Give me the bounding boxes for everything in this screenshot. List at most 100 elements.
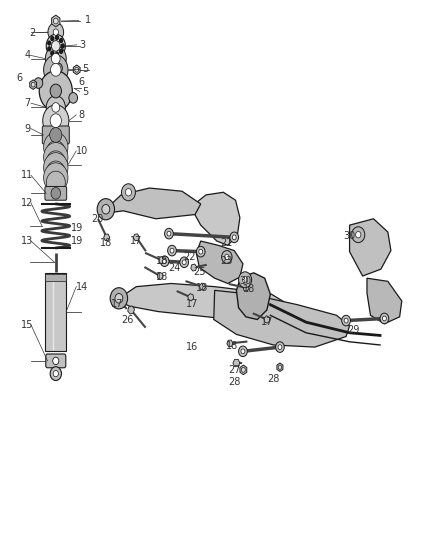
Text: 22: 22 [183, 252, 196, 262]
Polygon shape [227, 340, 233, 347]
Text: 29: 29 [347, 325, 359, 335]
Text: 30: 30 [239, 276, 251, 286]
Polygon shape [350, 219, 391, 276]
Polygon shape [188, 294, 194, 301]
Circle shape [55, 35, 59, 40]
Circle shape [46, 141, 65, 164]
Text: 2: 2 [30, 28, 36, 38]
Circle shape [50, 84, 61, 98]
Text: 18: 18 [243, 284, 255, 294]
Circle shape [278, 345, 282, 350]
Text: 17: 17 [186, 298, 198, 309]
Polygon shape [200, 283, 205, 290]
Text: 14: 14 [76, 281, 88, 292]
Circle shape [162, 259, 166, 264]
Polygon shape [158, 272, 163, 280]
Polygon shape [128, 306, 134, 314]
Circle shape [39, 71, 72, 111]
Polygon shape [118, 284, 289, 320]
Circle shape [44, 142, 68, 172]
Bar [46, 273, 66, 351]
Circle shape [239, 272, 252, 288]
Circle shape [115, 294, 123, 303]
Polygon shape [214, 290, 350, 347]
Circle shape [47, 46, 51, 52]
Text: 4: 4 [25, 51, 31, 60]
Circle shape [382, 316, 386, 321]
FancyBboxPatch shape [45, 187, 67, 200]
Circle shape [50, 367, 61, 381]
Circle shape [230, 232, 239, 243]
Circle shape [59, 49, 64, 54]
Text: 12: 12 [21, 198, 34, 208]
Text: 16: 16 [186, 342, 198, 352]
Circle shape [44, 163, 68, 192]
Circle shape [44, 132, 68, 162]
Polygon shape [30, 80, 36, 90]
Text: 3: 3 [79, 40, 85, 50]
Circle shape [125, 189, 131, 196]
Circle shape [232, 235, 236, 240]
Circle shape [46, 96, 65, 119]
Text: 30: 30 [343, 231, 356, 241]
Circle shape [51, 53, 60, 64]
Text: 5: 5 [82, 64, 88, 74]
Circle shape [46, 46, 66, 71]
Text: 6: 6 [17, 73, 23, 83]
Circle shape [241, 368, 245, 372]
Circle shape [59, 38, 64, 43]
Circle shape [46, 34, 65, 58]
Circle shape [121, 184, 135, 201]
Circle shape [75, 67, 79, 72]
Text: 19: 19 [71, 223, 84, 233]
Circle shape [222, 251, 232, 263]
Circle shape [44, 152, 68, 182]
Text: 5: 5 [82, 86, 88, 96]
FancyBboxPatch shape [42, 126, 69, 144]
Polygon shape [113, 294, 118, 301]
Text: 6: 6 [79, 77, 85, 87]
Text: 9: 9 [25, 124, 31, 134]
Text: 19: 19 [71, 236, 84, 246]
Text: 20: 20 [91, 214, 103, 224]
Circle shape [97, 199, 115, 220]
Circle shape [60, 43, 65, 49]
Text: 21: 21 [221, 238, 233, 248]
Text: 24: 24 [169, 263, 181, 272]
Text: 28: 28 [268, 374, 280, 384]
Circle shape [170, 248, 174, 253]
Circle shape [43, 105, 69, 136]
Circle shape [44, 55, 68, 85]
Text: 18: 18 [196, 282, 208, 293]
Polygon shape [73, 65, 80, 75]
Polygon shape [196, 241, 243, 284]
Polygon shape [159, 256, 164, 264]
Circle shape [34, 78, 43, 88]
Polygon shape [104, 234, 110, 240]
Circle shape [182, 260, 186, 265]
Text: 15: 15 [21, 320, 34, 330]
Polygon shape [243, 284, 249, 291]
Text: 18: 18 [156, 256, 169, 266]
Circle shape [31, 82, 35, 87]
Circle shape [243, 277, 248, 283]
Circle shape [165, 228, 173, 239]
Circle shape [53, 357, 59, 365]
Polygon shape [277, 363, 283, 372]
Polygon shape [52, 15, 60, 27]
Circle shape [380, 313, 389, 324]
Circle shape [46, 171, 65, 195]
Polygon shape [240, 365, 247, 375]
Bar [46, 274, 66, 281]
Text: 18: 18 [226, 341, 238, 351]
Circle shape [241, 349, 245, 354]
Polygon shape [237, 273, 270, 319]
Circle shape [55, 52, 59, 57]
Circle shape [199, 249, 203, 254]
Text: 8: 8 [79, 110, 85, 120]
Text: 23: 23 [221, 256, 233, 266]
Circle shape [53, 63, 62, 74]
Circle shape [46, 161, 65, 184]
Circle shape [47, 41, 51, 46]
Circle shape [102, 205, 110, 214]
